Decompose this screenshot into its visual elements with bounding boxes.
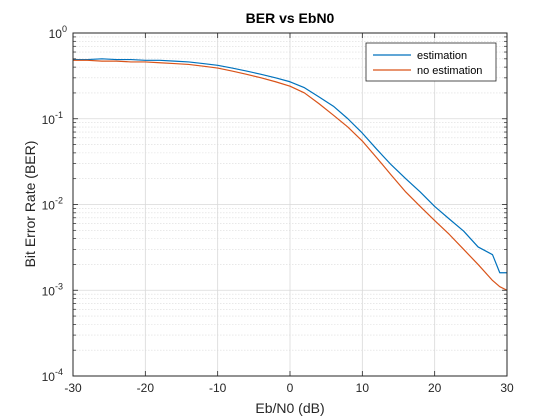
x-tick-labels: -30 -20 -10 0 10 20 30 [64, 381, 514, 395]
x-axis-title: Eb/N0 (dB) [255, 400, 324, 416]
x-tick-label: -30 [64, 381, 82, 395]
axis-ticks [72, 32, 508, 377]
x-tick-label: 20 [428, 381, 442, 395]
y-tick-label-base: 10 [42, 199, 56, 213]
y-tick-label-base: 10 [42, 370, 56, 384]
series-layer [73, 58, 508, 291]
legend-label: estimation [417, 50, 467, 62]
legend: estimation no estimation [365, 42, 497, 82]
y-tick-label-exponent: -2 [55, 196, 63, 206]
legend-label: no estimation [417, 65, 482, 77]
y-tick-label: 100 [49, 24, 67, 41]
x-tick-label: 30 [500, 381, 514, 395]
y-tick-label-base: 10 [49, 27, 63, 41]
y-tick-label: 10-1 [42, 110, 63, 127]
x-tick-label: -10 [209, 381, 227, 395]
y-tick-label-exponent: -4 [55, 367, 63, 377]
y-tick-label: 10-3 [42, 281, 63, 298]
chart-title: BER vs EbN0 [246, 10, 335, 26]
x-tick-label: -20 [137, 381, 155, 395]
y-tick-label-base: 10 [42, 113, 56, 127]
y-tick-label: 10-4 [42, 367, 63, 384]
y-tick-label-exponent: -1 [55, 110, 63, 120]
y-tick-label-base: 10 [42, 284, 56, 298]
series-line-estimation [73, 58, 507, 274]
x-tick-label: 10 [356, 381, 370, 395]
y-tick-label-exponent: -3 [55, 281, 63, 291]
series-line-no-estimation [73, 59, 508, 291]
y-axis-title: Bit Error Rate (BER) [22, 141, 38, 268]
legend-box [365, 42, 497, 82]
y-tick-label-exponent: 0 [62, 24, 67, 34]
x-tick-label: 0 [287, 381, 294, 395]
y-tick-label: 10-2 [42, 196, 63, 213]
